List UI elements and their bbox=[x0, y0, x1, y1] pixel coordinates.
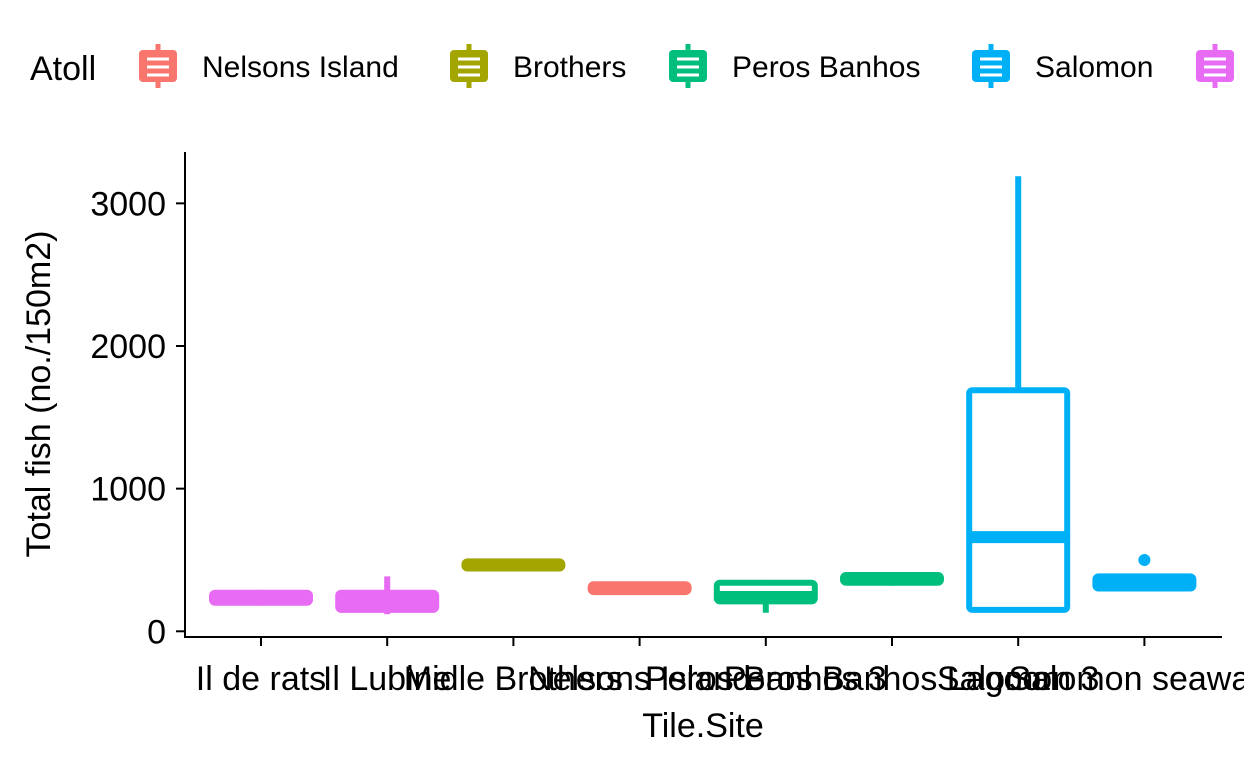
legend-entry: Peros Banhos bbox=[669, 44, 920, 88]
legend-entry: Nelsons Island bbox=[139, 44, 399, 88]
legend-label: Peros Banhos bbox=[732, 51, 920, 84]
y-tick-label: 0 bbox=[147, 613, 166, 651]
y-tick-label: 2000 bbox=[90, 328, 166, 366]
box-3 bbox=[587, 581, 692, 596]
outlier-point bbox=[1138, 553, 1151, 566]
x-axis-title: Tile.Site bbox=[642, 707, 764, 745]
box-1 bbox=[335, 576, 440, 615]
legend-entry: Brothers bbox=[450, 44, 626, 88]
box-4 bbox=[713, 579, 818, 613]
legend-label: Salomon bbox=[1035, 51, 1153, 84]
x-tick-label: Salomon seaward bbox=[1008, 660, 1244, 698]
legend-label: Nelsons Island bbox=[202, 51, 399, 84]
x-tick-label: Il de rats bbox=[196, 660, 326, 698]
boxes-layer bbox=[209, 176, 1197, 615]
y-axis-title: Total fish (no./150m2) bbox=[20, 231, 58, 558]
legend-entries: Nelsons Island Brothers Peros Banhos Salomo… bbox=[139, 44, 1234, 88]
x-tick-label: Nelsons Island bbox=[528, 660, 751, 698]
box-0 bbox=[209, 589, 313, 606]
x-tick-label: Il Lubine bbox=[323, 660, 452, 698]
y-tick-label: 3000 bbox=[90, 185, 166, 223]
y-tick-label: 1000 bbox=[90, 471, 166, 509]
box-iqr bbox=[966, 387, 1071, 613]
x-tick-label: Peros Banhos Lagoon bbox=[724, 660, 1060, 698]
box-7 bbox=[1092, 553, 1197, 592]
box-2 bbox=[461, 558, 566, 572]
box-6 bbox=[966, 176, 1071, 613]
legend: Atoll Nelsons Island Brothers Peros Banhos… bbox=[30, 44, 1234, 88]
x-tick-label: Peros Banhos 3 bbox=[645, 660, 887, 698]
y-axis-ticks: 0 1000 2000 3000 bbox=[90, 185, 185, 651]
x-tick-label: Salomon 3 bbox=[937, 660, 1100, 698]
legend-entry bbox=[1196, 44, 1234, 88]
legend-entry: Salomon bbox=[972, 44, 1153, 88]
box-5 bbox=[840, 571, 944, 586]
legend-title: Atoll bbox=[30, 50, 96, 88]
legend-label: Brothers bbox=[513, 51, 626, 84]
x-tick-label: Midle Brothers bbox=[404, 660, 623, 698]
